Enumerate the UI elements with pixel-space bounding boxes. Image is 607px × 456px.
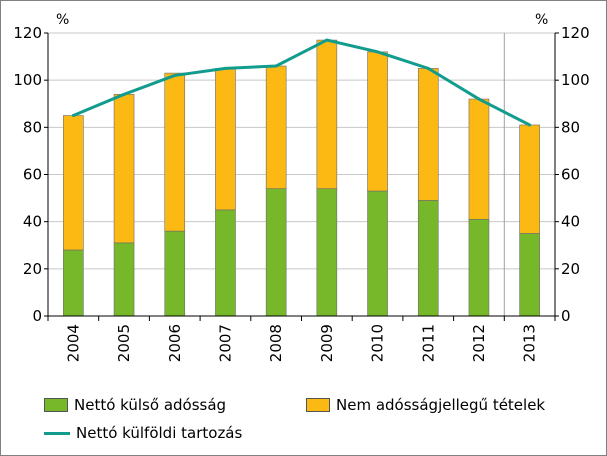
x-tick-label: 2009 [318, 324, 336, 362]
y-tick-label-right: 80 [561, 118, 580, 136]
x-tick-label: 2011 [419, 324, 437, 362]
bar-nem-adossagjellegu [417, 68, 439, 201]
bar-netto-kulso-adossag [316, 188, 338, 317]
bar-nem-adossagjellegu [164, 72, 186, 232]
legend-swatch-teal-line [44, 431, 70, 435]
x-tick-label: 2006 [166, 324, 184, 362]
bar-netto-kulso-adossag [265, 188, 287, 317]
bar-nem-adossagjellegu [468, 98, 490, 220]
x-tick-label: 2010 [369, 324, 387, 362]
line-point [274, 64, 278, 68]
x-tick-label: 2008 [267, 324, 285, 362]
axes: 0 0 20 20 40 40 60 60 80 80 100 100 120 120 2004 2005 20… [13, 24, 589, 362]
bar-netto-kulso-adossag [367, 190, 388, 317]
y-tick-label-right: 40 [561, 213, 580, 231]
x-tick-label: 2007 [216, 324, 234, 362]
bar-netto-kulso-adossag [215, 209, 236, 317]
y-tick-label-left: 20 [23, 260, 42, 278]
y-tick-label-left: 0 [32, 307, 42, 325]
y-tick-label-right: 120 [561, 24, 590, 42]
legend-label: Nettó külföldi tartozás [76, 424, 243, 442]
bars [63, 39, 540, 317]
bar-nem-adossagjellegu [519, 124, 540, 234]
legend-swatch-green [44, 398, 68, 412]
line-point [426, 66, 430, 70]
bar-nem-adossagjellegu [63, 115, 84, 251]
y-tick-label-right: 60 [561, 166, 580, 184]
x-tick-label: 2004 [64, 324, 82, 362]
line-point [223, 66, 227, 70]
bar-netto-kulso-adossag [519, 233, 540, 317]
y-tick-label-left: 40 [23, 213, 42, 231]
y-tick-label-left: 120 [13, 24, 42, 42]
line-point [477, 97, 481, 101]
y-unit-left: % [56, 12, 69, 28]
bar-netto-kulso-adossag [417, 200, 439, 317]
line-point [528, 123, 532, 127]
line-point [122, 92, 126, 96]
legend-item-netto-kulso-adossag: Nettó külső adósság [44, 396, 226, 414]
y-tick-label-right: 20 [561, 260, 580, 278]
bar-netto-kulso-adossag [63, 249, 84, 317]
line-netto-kulfoldi-tartozas [72, 38, 531, 127]
line-point [71, 114, 75, 118]
legend-swatch-orange [306, 398, 330, 412]
bar-netto-kulso-adossag [113, 242, 135, 317]
x-tick-label: 2013 [521, 324, 539, 362]
bar-netto-kulso-adossag [468, 219, 490, 317]
y-unit-right: % [535, 12, 548, 28]
line-series [71, 38, 532, 127]
legend-item-nem-adossagjellegu: Nem adósságjellegű tételek [306, 396, 545, 414]
y-tick-label-right: 0 [561, 307, 571, 325]
y-tick-label-left: 80 [23, 118, 42, 136]
x-tick-label: 2005 [115, 324, 133, 362]
bar-nem-adossagjellegu [215, 68, 236, 211]
bar-nem-adossagjellegu [316, 39, 338, 189]
bar-nem-adossagjellegu [113, 94, 135, 244]
line-point [173, 73, 177, 77]
legend-label: Nettó külső adósság [74, 396, 227, 414]
bar-nem-adossagjellegu [367, 51, 388, 192]
x-tick-label: 2012 [470, 324, 488, 362]
line-point [376, 50, 380, 54]
y-tick-label-right: 100 [561, 71, 590, 89]
legend-label: Nem adósságjellegű tételek [336, 396, 546, 414]
y-tick-label-left: 100 [13, 71, 42, 89]
legend-item-netto-kulfoldi-tartozas: Nettó külföldi tartozás [44, 424, 242, 442]
bar-nem-adossagjellegu [265, 65, 287, 189]
line-point [325, 38, 329, 42]
y-tick-label-left: 60 [23, 166, 42, 184]
bar-netto-kulso-adossag [164, 230, 186, 317]
